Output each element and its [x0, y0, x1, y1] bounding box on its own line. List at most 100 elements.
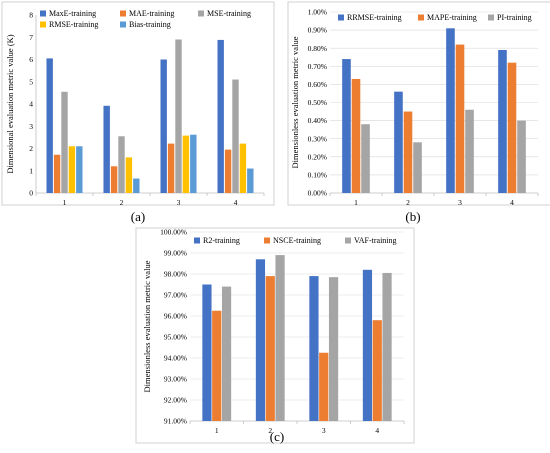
- y-tick-label: 98.00%: [164, 270, 187, 279]
- y-tick-label: 0.10%: [308, 171, 327, 180]
- x-tick-label: 4: [234, 198, 238, 207]
- bar-mape-training-4: [507, 62, 517, 194]
- y-tick-label: 93.00%: [164, 375, 187, 384]
- legend-label: Bias-training: [129, 20, 171, 29]
- y-tick-label: 4: [29, 100, 33, 109]
- y-tick-label: 97.00%: [164, 291, 187, 300]
- y-tick-label: 0.60%: [308, 80, 327, 89]
- bar-mape-training-1: [351, 78, 361, 193]
- legend-label: VAF-training: [354, 236, 397, 245]
- y-tick-label: 0.70%: [308, 62, 327, 71]
- bar-mse-training-3: [175, 39, 182, 193]
- bar-r2-training-4: [362, 269, 373, 421]
- y-axis-title: Dimensionless evaluation metric value: [142, 260, 152, 392]
- x-tick-label: 3: [177, 198, 181, 207]
- bar-vaf-training-4: [382, 272, 392, 421]
- bar-rmse-training-4: [239, 143, 247, 193]
- bar-maxe-training-3: [160, 59, 167, 193]
- x-tick-label: 2: [406, 198, 410, 207]
- bar-mae-training-1: [53, 154, 61, 193]
- bar-maxe-training-1: [46, 58, 53, 194]
- y-tick-label: 1.00%: [308, 8, 327, 17]
- chart-frame: [135, 227, 415, 444]
- legend-swatch: [264, 237, 270, 244]
- x-tick-label: 2: [268, 426, 272, 435]
- legend-label: R2-training: [203, 236, 240, 245]
- legend-swatch: [198, 10, 204, 17]
- y-tick-label: 1: [29, 166, 33, 175]
- bar-pi-training-4: [517, 120, 526, 193]
- x-tick-label: 3: [458, 198, 462, 207]
- x-tick-label: 1: [354, 198, 358, 207]
- x-tick-label: 4: [510, 198, 514, 207]
- legend-swatch: [194, 237, 200, 244]
- legend-swatch: [488, 14, 494, 21]
- chart-panel-c: 91.00% 92.00% 93.00% 94.00% 95.00% 96.00% 97.0…: [135, 227, 415, 444]
- legend-swatch: [40, 10, 46, 17]
- panel-label: (a): [131, 209, 145, 224]
- legend-swatch: [120, 10, 126, 17]
- bar-rrmse-training-3: [446, 28, 455, 194]
- bar-mse-training-2: [118, 136, 125, 193]
- bar-nsce-training-4: [372, 320, 382, 421]
- bar-mae-training-4: [224, 149, 232, 193]
- bar-maxe-training-2: [103, 105, 110, 193]
- y-tick-label: 0.50%: [308, 98, 327, 107]
- bar-vaf-training-1: [221, 286, 232, 421]
- y-tick-label: 3: [29, 122, 33, 131]
- y-tick-label: 0.80%: [308, 44, 327, 53]
- bar-bias-training-4: [247, 168, 254, 193]
- legend-label: RRMSE-training: [347, 13, 402, 22]
- legend-swatch: [40, 21, 46, 28]
- legend-label: RMSE-training: [49, 20, 98, 29]
- y-tick-label: 95.00%: [164, 333, 187, 342]
- y-tick-label: 0.20%: [308, 152, 327, 161]
- y-tick-label: 96.00%: [164, 312, 187, 321]
- bar-pi-training-2: [413, 142, 422, 193]
- bar-r2-training-2: [255, 259, 266, 421]
- legend-swatch: [345, 237, 351, 244]
- legend-swatch: [120, 21, 126, 28]
- x-tick-label: 2: [120, 198, 124, 207]
- bar-pi-training-3: [465, 109, 474, 193]
- chart-frame: [1, 1, 275, 206]
- bar-rmse-training-2: [125, 157, 133, 193]
- y-tick-label: 92.00%: [164, 396, 187, 405]
- y-tick-label: 0.90%: [308, 26, 327, 35]
- bar-nsce-training-3: [319, 352, 329, 421]
- bar-maxe-training-4: [217, 39, 224, 193]
- bar-mape-training-2: [403, 111, 413, 193]
- x-tick-label: 3: [322, 426, 326, 435]
- legend-label: MAE-training: [129, 9, 174, 18]
- y-tick-label: 0.40%: [308, 116, 327, 125]
- y-tick-label: 94.00%: [164, 354, 187, 363]
- panel-label: (b): [405, 209, 420, 224]
- bar-rmse-training-3: [182, 135, 190, 193]
- bar-nsce-training-1: [212, 310, 222, 421]
- legend-label: MSE-training: [207, 9, 251, 18]
- legend-label: MaxE-training: [49, 9, 96, 18]
- bar-r2-training-1: [202, 284, 212, 421]
- bar-mape-training-3: [455, 44, 465, 193]
- y-tick-label: 91.00%: [164, 417, 187, 426]
- legend-label: MAPE-training: [427, 13, 477, 22]
- panel-label: (c): [270, 429, 284, 444]
- bar-r2-training-3: [309, 276, 319, 421]
- y-axis-title: Dimensionless evaluation metric value: [290, 36, 300, 168]
- bar-bias-training-3: [190, 134, 197, 193]
- y-tick-label: 6: [29, 55, 33, 64]
- legend-label: NSCE-training: [273, 236, 321, 245]
- x-tick-label: 1: [63, 198, 67, 207]
- bar-rrmse-training-2: [394, 91, 403, 193]
- y-tick-label: 8: [29, 11, 33, 20]
- bar-vaf-training-2: [275, 255, 285, 421]
- bar-mae-training-3: [167, 143, 175, 193]
- y-tick-label: 0.00%: [308, 189, 327, 198]
- bar-rmse-training-1: [68, 146, 76, 193]
- y-tick-label: 99.00%: [164, 249, 187, 258]
- y-tick-label: 100.00%: [160, 228, 187, 237]
- bar-bias-training-1: [76, 146, 83, 193]
- y-tick-label: 7: [29, 33, 33, 42]
- bar-pi-training-1: [361, 124, 370, 193]
